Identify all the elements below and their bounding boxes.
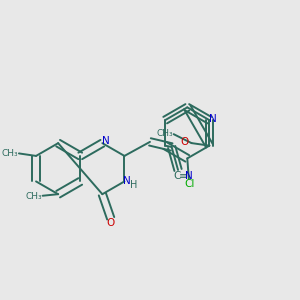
Text: CH₃: CH₃	[2, 148, 18, 158]
Text: CH₃: CH₃	[156, 129, 173, 138]
Text: O: O	[181, 137, 189, 147]
Text: N: N	[102, 136, 109, 146]
Text: ≡: ≡	[178, 170, 188, 181]
Text: C: C	[173, 170, 181, 181]
Text: Cl: Cl	[184, 179, 194, 189]
Text: O: O	[106, 218, 115, 228]
Text: CH₃: CH₃	[25, 192, 42, 201]
Text: H: H	[130, 180, 137, 190]
Text: N: N	[123, 176, 131, 186]
Text: N: N	[208, 114, 216, 124]
Text: N: N	[185, 170, 193, 181]
